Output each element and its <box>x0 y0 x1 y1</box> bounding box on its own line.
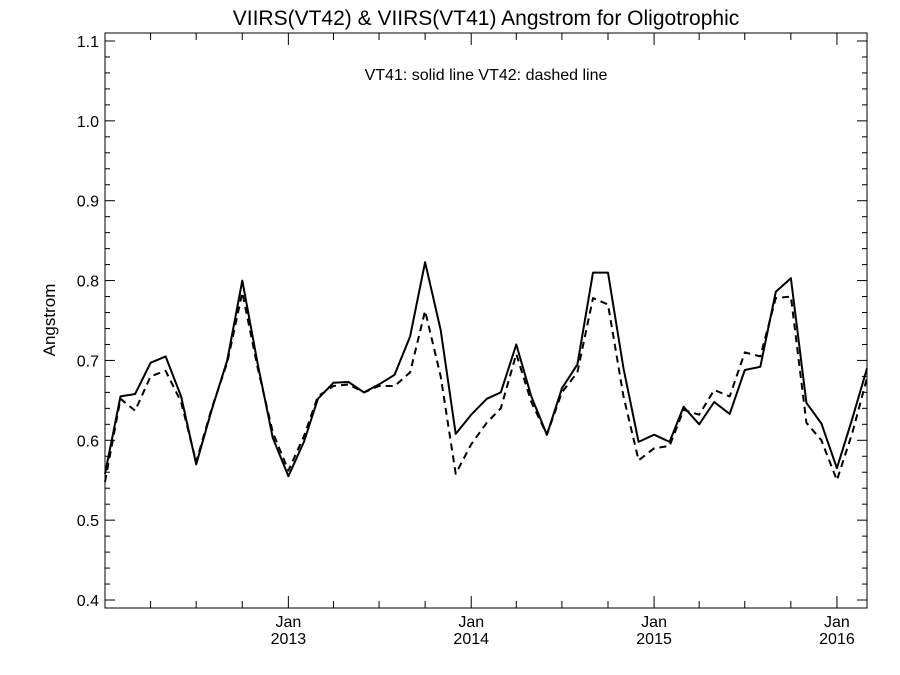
x-tick-label-year: 2016 <box>819 631 855 648</box>
chart-title: VIIRS(VT42) & VIIRS(VT41) Angstrom for O… <box>233 7 740 30</box>
x-tick-label-month: Jan <box>275 614 301 631</box>
x-tick-label-month: Jan <box>458 614 484 631</box>
axis-ticks: 0.40.50.60.70.80.91.01.1Jan2013Jan2014Ja… <box>77 33 867 648</box>
y-tick-label: 0.7 <box>77 353 99 370</box>
y-tick-label: 0.9 <box>77 194 99 211</box>
x-tick-label-year: 2014 <box>453 631 489 648</box>
series-line-vt41 <box>104 261 868 478</box>
y-tick-label: 1.1 <box>77 34 99 51</box>
y-tick-label: 0.6 <box>77 433 99 450</box>
x-tick-label-month: Jan <box>641 614 667 631</box>
x-tick-label-year: 2013 <box>271 631 307 648</box>
y-tick-label: 0.8 <box>77 274 99 291</box>
x-tick-label-month: Jan <box>824 614 850 631</box>
y-tick-label: 0.4 <box>77 593 99 610</box>
y-axis-title: Angstrom <box>40 284 59 357</box>
series-line-vt42 <box>104 291 868 482</box>
plot-series <box>104 261 868 482</box>
y-tick-label: 0.5 <box>77 513 99 530</box>
plot-frame <box>104 32 868 609</box>
y-tick-label: 1.0 <box>77 114 99 131</box>
x-tick-label-year: 2015 <box>636 631 672 648</box>
legend-annotation: VT41: solid line VT42: dashed line <box>365 67 608 84</box>
